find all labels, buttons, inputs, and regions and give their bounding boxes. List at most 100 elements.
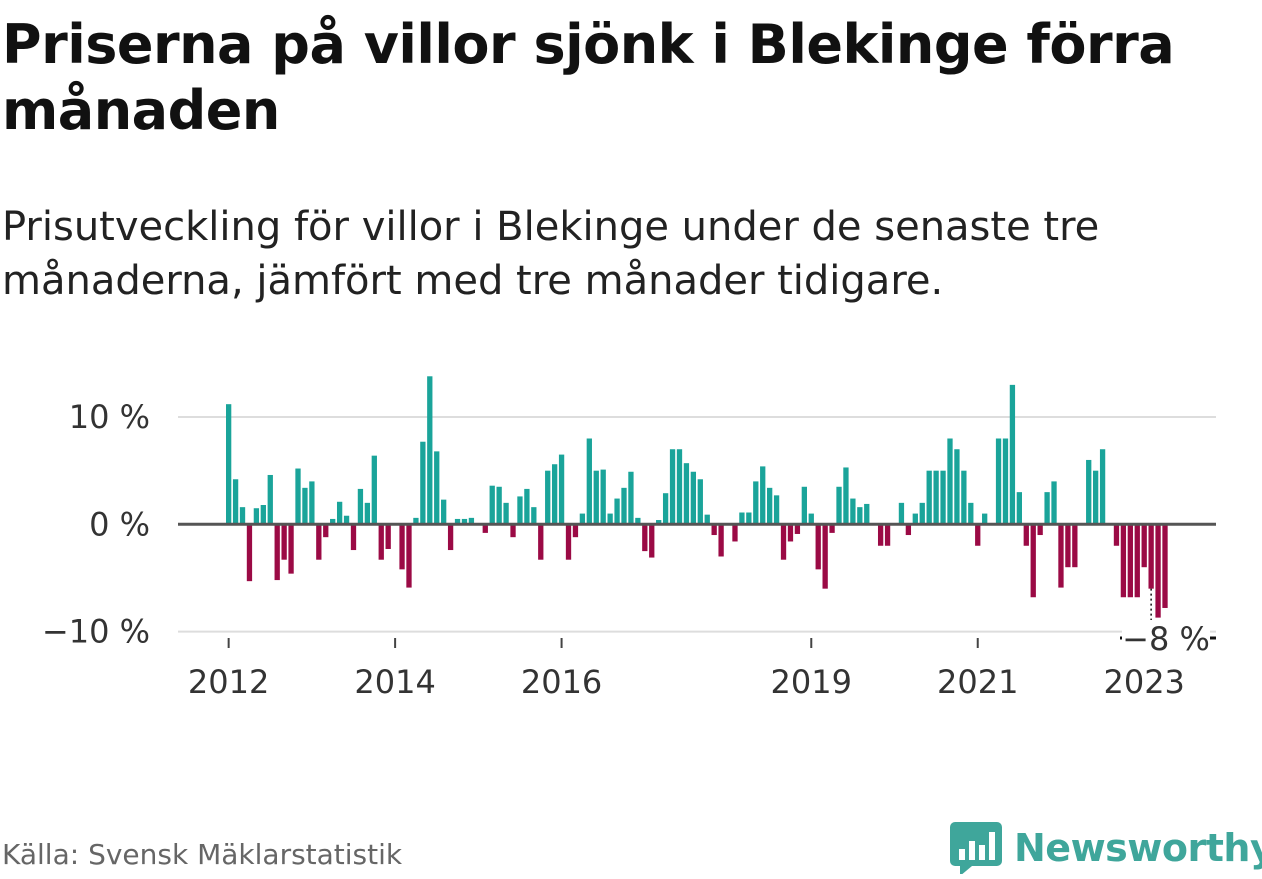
bar: [656, 520, 662, 525]
bar: [274, 524, 280, 581]
bar: [836, 486, 842, 525]
bar: [1044, 492, 1050, 525]
y-tick-label: −10 %: [42, 613, 150, 651]
bar: [1030, 524, 1036, 598]
bar: [413, 517, 419, 525]
bar: [718, 524, 724, 557]
bar: [1009, 384, 1016, 525]
bar: [531, 507, 537, 525]
bar: [628, 471, 634, 525]
bar: [607, 513, 613, 525]
bar: [621, 487, 627, 525]
bar: [343, 515, 350, 525]
bar: [614, 498, 620, 525]
bar: [961, 470, 967, 525]
bar: [330, 518, 336, 525]
bar: [850, 498, 856, 525]
bar: [316, 524, 322, 560]
bar: [489, 485, 495, 525]
bar: [1120, 524, 1127, 598]
bar: [773, 495, 780, 525]
bar: [336, 501, 343, 525]
bar: [399, 524, 405, 570]
bar: [690, 471, 697, 525]
bar: [288, 524, 294, 574]
bar: [545, 470, 551, 525]
chart-subtitle: Prisutveckling för villor i Blekinge und…: [2, 204, 1100, 304]
bar: [822, 524, 828, 589]
bar: [302, 487, 308, 525]
bar: [905, 524, 912, 536]
bar: [281, 524, 287, 560]
bar: [780, 524, 787, 560]
bar: [447, 524, 454, 551]
bar: [697, 479, 703, 525]
bar: [857, 507, 863, 525]
bar: [982, 513, 988, 525]
bar: [669, 449, 676, 525]
bar: [1148, 524, 1154, 589]
bar: [1134, 524, 1140, 598]
bar: [357, 488, 364, 525]
bar: [482, 524, 488, 533]
bar: [1072, 524, 1078, 568]
y-tick-label: 10 %: [69, 398, 150, 436]
bar: [635, 517, 641, 525]
bar: [1127, 524, 1133, 598]
bar: [808, 513, 814, 525]
bar: [1099, 449, 1106, 525]
y-axis-ticks: 10 % 0 % −10 %: [42, 398, 150, 651]
bar: [1023, 524, 1029, 546]
bar: [843, 467, 849, 525]
bar: [517, 496, 523, 525]
bar: [1086, 459, 1092, 525]
bar: [794, 524, 801, 534]
bar: [642, 524, 648, 552]
bar: [239, 507, 246, 525]
y-tick-label: 0 %: [89, 505, 150, 543]
bar: [1037, 524, 1043, 536]
bar: [940, 470, 946, 525]
bar: [1016, 492, 1022, 525]
bar: [226, 404, 232, 525]
bar: [496, 486, 502, 525]
bar: [420, 441, 426, 525]
bar: [1065, 524, 1071, 568]
bar: [815, 524, 821, 570]
x-tick-label: 2012: [188, 663, 269, 701]
bar: [260, 505, 266, 525]
bar: [829, 524, 835, 533]
bar: [253, 508, 260, 525]
bar: [558, 454, 565, 525]
bar: [995, 438, 1002, 525]
bar: [503, 502, 509, 525]
bar: [1155, 524, 1161, 618]
bar: [947, 438, 953, 525]
bar: [912, 513, 918, 525]
bar: [378, 524, 384, 560]
bar: [593, 470, 599, 525]
annotation-bg: [1122, 620, 1210, 656]
bar: [510, 524, 516, 538]
bar: [323, 524, 329, 538]
bar: [801, 486, 807, 525]
x-tick-label: 2014: [354, 663, 435, 701]
bar: [649, 524, 655, 558]
x-axis-ticks: 2012 2014 2016 2019 2021 2023: [188, 638, 1185, 701]
bar: [232, 479, 239, 525]
bar: [739, 512, 745, 525]
logo-text: Newsworthy: [1014, 826, 1262, 870]
bar: [1058, 524, 1064, 588]
bar: [898, 502, 905, 525]
bar: [746, 512, 752, 525]
bar: [586, 438, 592, 525]
bar: [385, 524, 391, 549]
bar: [454, 518, 461, 525]
bar: [1051, 481, 1057, 525]
bar: [954, 449, 960, 525]
bar: [406, 524, 412, 588]
bar: [246, 524, 253, 582]
bar: [975, 524, 981, 546]
bar: [350, 524, 357, 551]
bar: [704, 514, 710, 525]
